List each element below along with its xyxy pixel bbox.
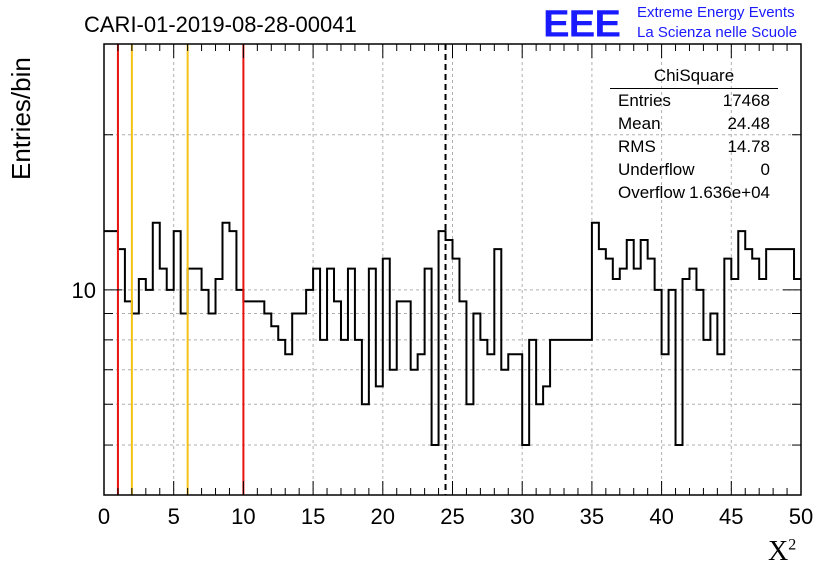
- x-axis-label-text: X: [768, 536, 789, 567]
- x-tick-label: 35: [580, 504, 604, 529]
- stats-row-entries: Entries 17468: [610, 91, 778, 114]
- x-tick-label: 30: [510, 504, 534, 529]
- stats-value: 0: [760, 160, 770, 179]
- stats-row-overflow: Overflow 1.636e+04: [610, 183, 778, 206]
- x-tick-label: 40: [649, 504, 673, 529]
- stats-key: Mean: [618, 114, 661, 133]
- x-axis-label-superscript: 2: [788, 536, 797, 554]
- eee-logo: EEE: [543, 3, 621, 45]
- y-axis-label: Entries/bin: [6, 57, 36, 180]
- x-tick-label: 25: [440, 504, 464, 529]
- stats-key: Entries: [618, 91, 671, 110]
- stats-value: 1.636e+04: [689, 183, 770, 202]
- x-tick-label: 45: [719, 504, 743, 529]
- chart-title: CARI-01-2019-08-28-00041: [84, 12, 357, 37]
- stats-row-mean: Mean 24.48: [610, 114, 778, 137]
- stats-value: 24.48: [727, 114, 770, 133]
- y-tick-label: 10: [72, 278, 96, 303]
- stats-row-rms: RMS 14.78: [610, 137, 778, 160]
- stats-key: Underflow: [618, 160, 695, 179]
- stats-divider: [610, 88, 778, 89]
- x-tick-label: 50: [789, 504, 813, 529]
- stats-value: 17468: [722, 91, 770, 110]
- x-tick-label: 0: [98, 504, 110, 529]
- stats-row-underflow: Underflow 0: [610, 160, 778, 183]
- logo-subtitle-line1: Extreme Energy Events: [637, 4, 795, 21]
- x-tick-label: 5: [168, 504, 180, 529]
- stats-box: ChiSquare Entries 17468 Mean 24.48 RMS 14.7…: [610, 66, 778, 206]
- stats-key: RMS: [618, 137, 656, 156]
- logo-subtitle-line2: La Scienza nelle Scuole: [637, 24, 798, 41]
- x-tick-label: 10: [231, 504, 255, 529]
- stats-value: 14.78: [727, 137, 770, 156]
- stats-title: ChiSquare: [653, 66, 735, 85]
- x-axis-label: X2: [768, 536, 796, 568]
- x-tick-label: 15: [301, 504, 325, 529]
- stats-key: Overflow: [618, 183, 686, 202]
- x-tick-label: 20: [371, 504, 395, 529]
